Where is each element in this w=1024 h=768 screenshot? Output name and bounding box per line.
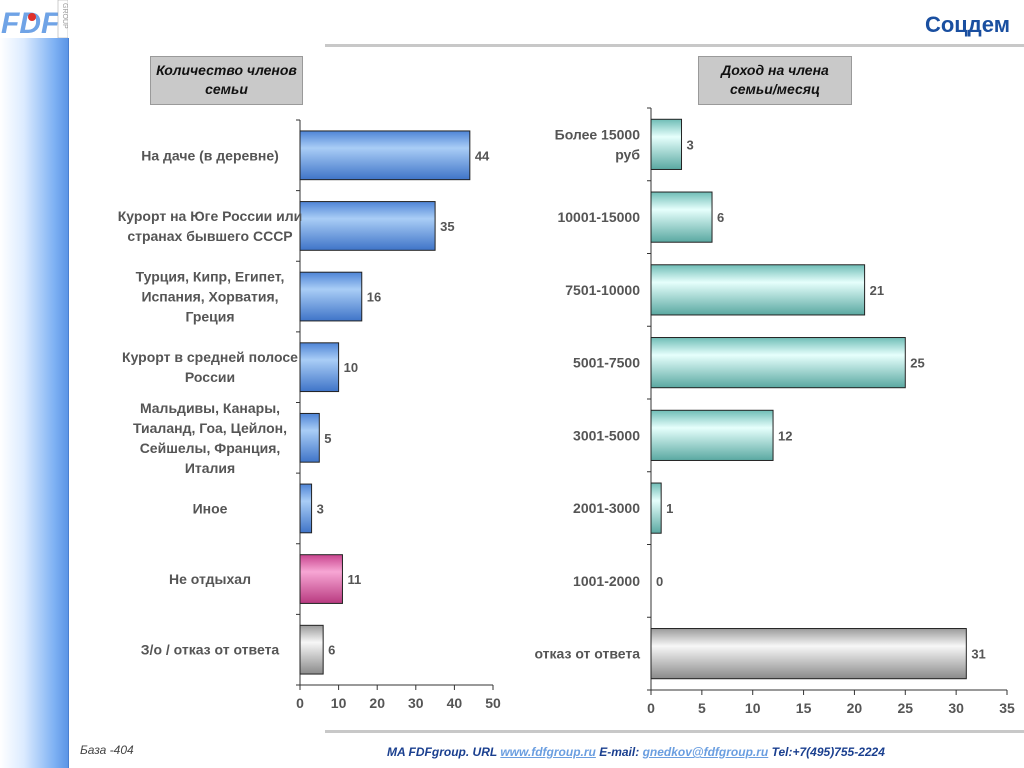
svg-text:FDF: FDF xyxy=(1,7,60,38)
bar xyxy=(299,201,436,251)
sidebar-decoration xyxy=(0,38,69,768)
x-tick-label: 50 xyxy=(485,695,501,711)
category-label: 3001-5000 xyxy=(573,427,640,443)
header-divider xyxy=(325,44,1024,47)
category-label: 1001-2000 xyxy=(573,573,640,589)
category-label: Более 15000 руб xyxy=(555,126,641,162)
x-tick-label: 35 xyxy=(999,700,1015,716)
bar-value-label: 6 xyxy=(717,210,724,225)
bar-value-label: 16 xyxy=(367,290,381,305)
bar-value-label: 25 xyxy=(910,356,924,371)
x-tick-label: 15 xyxy=(796,700,812,716)
category-label: Курорт на Юге России или странах бывшего … xyxy=(118,208,303,244)
footer-tel: Tel:+7(495)755-2224 xyxy=(768,745,885,759)
x-tick-label: 0 xyxy=(296,695,304,711)
bar xyxy=(299,554,343,604)
right-chart-title: Доход на члена семьи/месяц xyxy=(698,56,852,105)
bar xyxy=(650,628,967,680)
x-tick-label: 30 xyxy=(948,700,964,716)
bar xyxy=(650,264,866,316)
x-tick-label: 10 xyxy=(745,700,761,716)
bar-value-label: 35 xyxy=(440,219,454,234)
x-tick-label: 20 xyxy=(847,700,863,716)
category-label: Иное xyxy=(193,500,228,516)
x-tick-label: 25 xyxy=(897,700,913,716)
category-label: Курорт в средней полосе России xyxy=(122,349,298,385)
bar-value-label: 3 xyxy=(687,137,694,152)
left-chart-title: Количество членов семьи xyxy=(150,56,303,105)
page-title: Соцдем xyxy=(924,12,1010,37)
x-tick-label: 5 xyxy=(698,700,706,716)
bar xyxy=(650,337,906,389)
bar-value-label: 6 xyxy=(328,643,335,658)
bar xyxy=(650,191,713,243)
bar-value-label: 44 xyxy=(475,148,490,163)
footer-email-label: E-mail: xyxy=(595,745,643,759)
category-label: 5001-7500 xyxy=(573,355,640,371)
bar xyxy=(650,409,774,461)
bar-value-label: 12 xyxy=(778,428,792,443)
category-label: 7501-10000 xyxy=(565,282,640,298)
bar-value-label: 5 xyxy=(324,431,331,446)
bar-value-label: 11 xyxy=(347,572,361,587)
x-tick-label: 20 xyxy=(369,695,385,711)
bar xyxy=(299,130,471,181)
svg-text:GROUP: GROUP xyxy=(61,3,68,29)
footer-divider xyxy=(325,730,1024,733)
bar-value-label: 31 xyxy=(971,647,985,662)
category-label: Мальдивы, Канары, Тиаланд, Гоа, Цейлон, Се… xyxy=(133,400,287,476)
bar xyxy=(650,482,662,534)
bar xyxy=(299,624,324,675)
bar xyxy=(299,483,313,534)
x-tick-label: 30 xyxy=(408,695,424,711)
footer-email-link[interactable]: gnedkov@fdfgroup.ru xyxy=(642,745,769,759)
bar-value-label: 10 xyxy=(344,360,358,375)
footer-url-link[interactable]: www.fdfgroup.ru xyxy=(500,745,596,759)
x-tick-label: 10 xyxy=(331,695,347,711)
footer-contact: MA FDFgroup. URL www.fdfgroup.ru E-mail:… xyxy=(387,745,885,759)
category-label: Турция, Кипр, Египет, Испания, Хорватия, Г… xyxy=(136,269,285,325)
footer-prefix: MA FDFgroup. URL xyxy=(387,745,501,759)
bar-value-label: 1 xyxy=(666,501,673,516)
category-label: На даче (в деревне) xyxy=(141,147,279,163)
bar xyxy=(299,412,320,463)
category-label: 2001-3000 xyxy=(573,500,640,516)
category-label: отказ от ответа xyxy=(534,646,640,662)
category-label: З/о / отказ от ответа xyxy=(141,642,280,658)
bar xyxy=(299,271,363,322)
bar-value-label: 21 xyxy=(870,283,884,298)
category-label: 10001-15000 xyxy=(557,209,640,225)
bar-value-label: 3 xyxy=(317,501,324,516)
bar xyxy=(650,118,683,170)
bar xyxy=(299,342,340,393)
base-note: База -404 xyxy=(80,743,134,757)
x-tick-label: 0 xyxy=(647,700,655,716)
category-label: Не отдыхал xyxy=(169,571,251,587)
bar-value-label: 0 xyxy=(656,574,663,589)
x-tick-label: 40 xyxy=(447,695,463,711)
fdf-logo: FDF GROUP xyxy=(0,0,69,40)
